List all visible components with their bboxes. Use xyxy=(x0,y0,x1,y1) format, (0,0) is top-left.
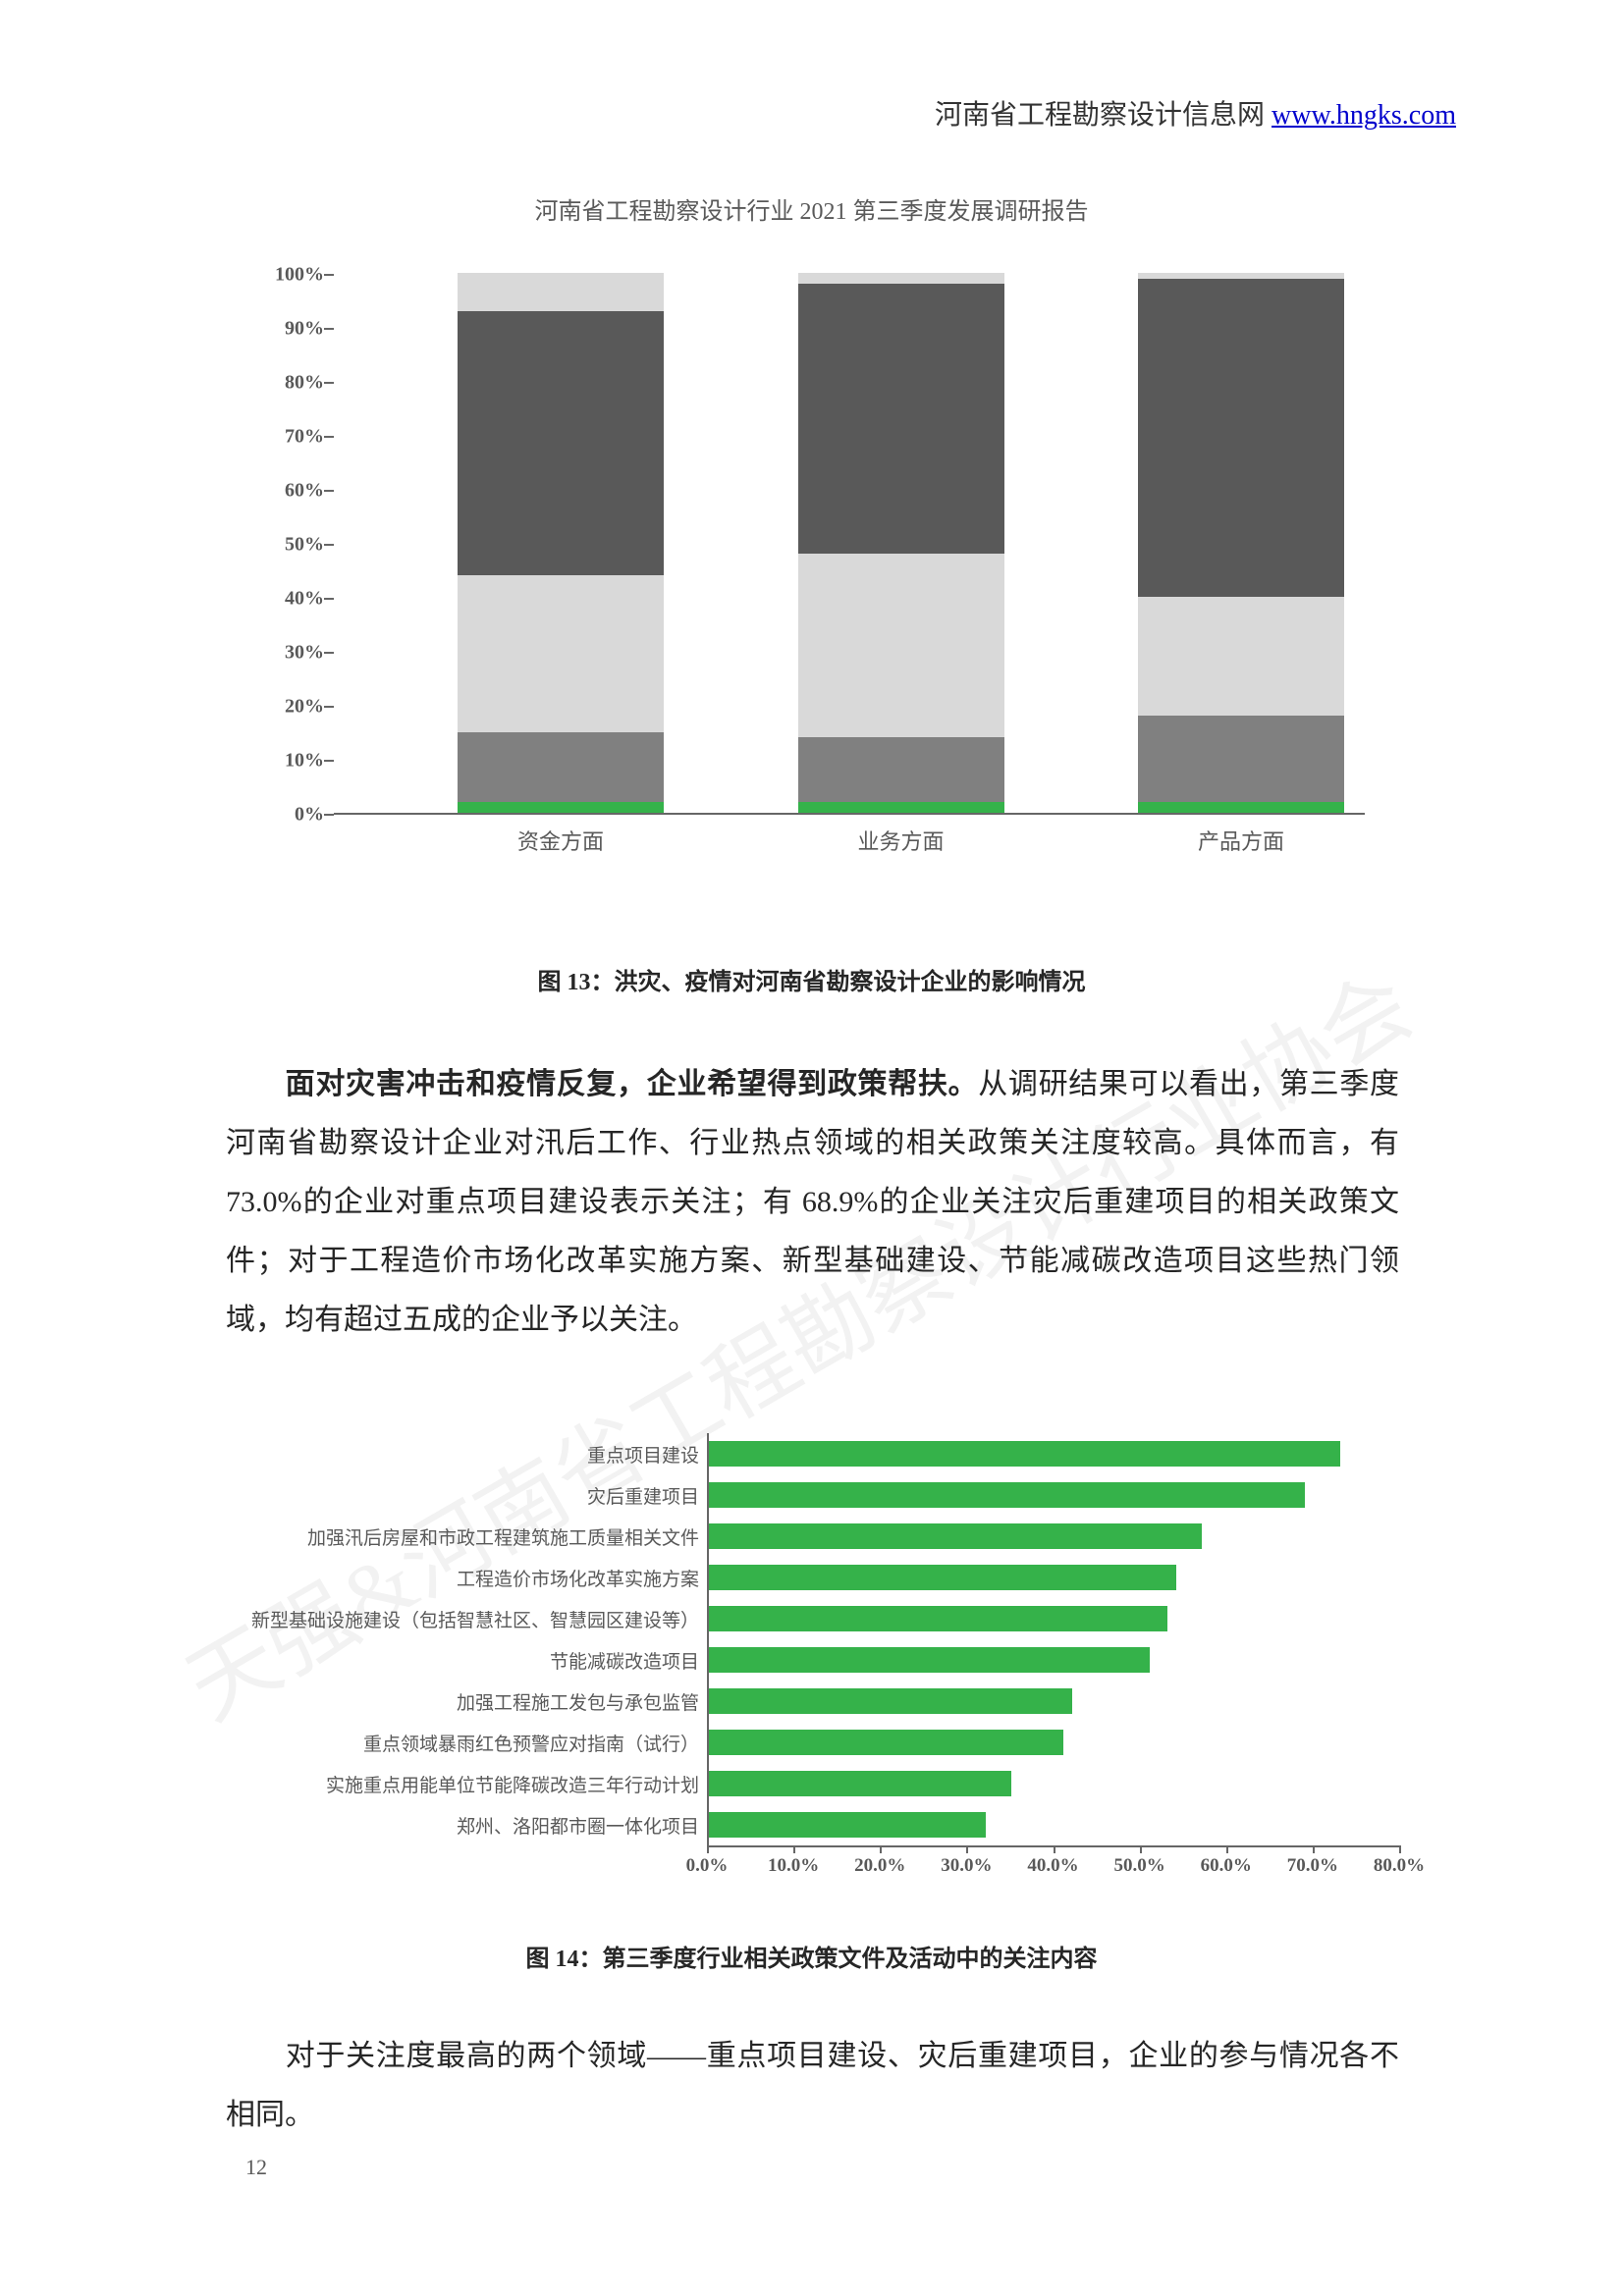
chart1-ytick-label: 10% xyxy=(255,750,324,773)
chart2-row: 实施重点用能单位节能降碳改造三年行动计划 xyxy=(216,1763,1399,1804)
chart1-segment xyxy=(458,273,664,311)
chart1-bar xyxy=(458,273,664,813)
chart1-segment xyxy=(1138,273,1344,279)
chart2-row: 加强汛后房屋和市政工程建筑施工质量相关文件 xyxy=(216,1516,1399,1557)
chart1-segment xyxy=(1138,279,1344,598)
chart2-bar xyxy=(709,1771,1011,1796)
chart2-row: 节能减碳改造项目 xyxy=(216,1639,1399,1681)
chart2-label: 加强汛后房屋和市政工程建筑施工质量相关文件 xyxy=(216,1523,707,1550)
chart2-row: 郑州、洛阳都市圈一体化项目 xyxy=(216,1804,1399,1845)
chart-13-caption: 图 13：洪灾、疫情对河南省勘察设计企业的影响情况 xyxy=(0,962,1623,996)
report-title: 河南省工程勘察设计行业 2021 第三季度发展调研报告 xyxy=(0,191,1623,226)
chart2-bar xyxy=(709,1730,1063,1755)
chart1-segment xyxy=(1138,597,1344,716)
chart2-bar xyxy=(709,1482,1305,1508)
chart1-segment xyxy=(458,311,664,576)
site-url-link[interactable]: www.hngks.com xyxy=(1271,100,1456,131)
chart2-bar xyxy=(709,1606,1167,1631)
paragraph-2: 对于关注度最高的两个领域——重点项目建设、灾后重建项目，企业的参与情况各不相同。 xyxy=(226,2027,1399,2145)
chart1-segment xyxy=(1138,716,1344,802)
chart1-segment xyxy=(798,554,1004,737)
chart-14-horizontal-bar: 重点项目建设灾后重建项目加强汛后房屋和市政工程建筑施工质量相关文件工程造价市场化… xyxy=(216,1433,1399,1895)
site-name: 河南省工程勘察设计信息网 xyxy=(935,100,1265,131)
chart1-ytick-label: 80% xyxy=(255,372,324,395)
chart1-segment xyxy=(798,802,1004,813)
chart1-xlabel: 产品方面 xyxy=(1138,825,1344,856)
chart2-xtick-label: 30.0% xyxy=(941,1855,992,1877)
para1-bold: 面对灾害冲击和疫情反复，企业希望得到政策帮扶。 xyxy=(285,1068,978,1100)
chart2-xtick-label: 40.0% xyxy=(1027,1855,1078,1877)
chart2-label: 重点项目建设 xyxy=(216,1441,707,1468)
chart1-bar xyxy=(1138,273,1344,813)
chart2-row: 加强工程施工发包与承包监管 xyxy=(216,1681,1399,1722)
chart2-xtick-label: 0.0% xyxy=(686,1855,729,1877)
chart2-bar xyxy=(709,1688,1072,1714)
chart1-segment xyxy=(798,284,1004,554)
chart2-bar xyxy=(709,1523,1202,1549)
chart1-segment xyxy=(798,273,1004,284)
chart-14-caption: 图 14：第三季度行业相关政策文件及活动中的关注内容 xyxy=(0,1939,1623,1973)
chart1-ytick-label: 100% xyxy=(255,264,324,287)
chart-13-stacked-bar: 0%10%20%30%40%50%60%70%80%90%100%资金方面业务方… xyxy=(255,275,1365,859)
chart1-segment xyxy=(458,732,664,803)
paragraph-1: 面对灾害冲击和疫情反复，企业希望得到政策帮扶。从调研结果可以看出，第三季度河南省… xyxy=(226,1055,1399,1350)
chart1-segment xyxy=(798,737,1004,802)
chart1-ytick-label: 90% xyxy=(255,318,324,341)
chart1-ytick-label: 50% xyxy=(255,534,324,557)
chart2-bar xyxy=(709,1812,986,1838)
chart2-row: 灾后重建项目 xyxy=(216,1474,1399,1516)
para1-rest: 从调研结果可以看出，第三季度河南省勘察设计企业对汛后工作、行业热点领域的相关政策… xyxy=(226,1068,1399,1336)
chart1-xlabel: 资金方面 xyxy=(458,825,664,856)
chart1-ytick-label: 70% xyxy=(255,426,324,449)
chart2-xtick-label: 70.0% xyxy=(1287,1855,1338,1877)
chart2-xtick-label: 20.0% xyxy=(854,1855,905,1877)
chart2-xtick-label: 50.0% xyxy=(1114,1855,1165,1877)
chart2-row: 重点领域暴雨红色预警应对指南（试行） xyxy=(216,1722,1399,1763)
chart1-segment xyxy=(1138,802,1344,813)
chart2-bar xyxy=(709,1647,1150,1673)
chart2-label: 新型基础设施建设（包括智慧社区、智慧园区建设等） xyxy=(216,1606,707,1632)
page-number: 12 xyxy=(245,2155,267,2180)
chart2-label: 重点领域暴雨红色预警应对指南（试行） xyxy=(216,1730,707,1756)
chart2-bar xyxy=(709,1441,1340,1467)
chart2-label: 实施重点用能单位节能降碳改造三年行动计划 xyxy=(216,1771,707,1797)
chart1-ytick-label: 60% xyxy=(255,480,324,503)
chart2-xtick-label: 10.0% xyxy=(768,1855,819,1877)
chart1-ytick-label: 20% xyxy=(255,696,324,719)
para2-text: 对于关注度最高的两个领域——重点项目建设、灾后重建项目，企业的参与情况各不相同。 xyxy=(226,2040,1399,2131)
chart2-row: 工程造价市场化改革实施方案 xyxy=(216,1557,1399,1598)
chart2-label: 加强工程施工发包与承包监管 xyxy=(216,1688,707,1715)
chart1-segment xyxy=(458,575,664,732)
chart2-label: 灾后重建项目 xyxy=(216,1482,707,1509)
chart1-bar xyxy=(798,273,1004,813)
chart1-ytick-label: 0% xyxy=(255,804,324,827)
chart2-label: 郑州、洛阳都市圈一体化项目 xyxy=(216,1812,707,1839)
chart1-ytick-label: 30% xyxy=(255,642,324,665)
chart2-label: 节能减碳改造项目 xyxy=(216,1647,707,1674)
chart2-xtick-label: 80.0% xyxy=(1374,1855,1425,1877)
chart2-bar xyxy=(709,1565,1176,1590)
chart2-row: 新型基础设施建设（包括智慧社区、智慧园区建设等） xyxy=(216,1598,1399,1639)
page-header: 河南省工程勘察设计信息网 www.hngks.com xyxy=(935,93,1456,133)
chart1-xlabel: 业务方面 xyxy=(798,825,1004,856)
chart1-ytick-label: 40% xyxy=(255,588,324,611)
chart2-xtick-label: 60.0% xyxy=(1201,1855,1252,1877)
chart2-row: 重点项目建设 xyxy=(216,1433,1399,1474)
chart2-label: 工程造价市场化改革实施方案 xyxy=(216,1565,707,1591)
chart1-segment xyxy=(458,802,664,813)
